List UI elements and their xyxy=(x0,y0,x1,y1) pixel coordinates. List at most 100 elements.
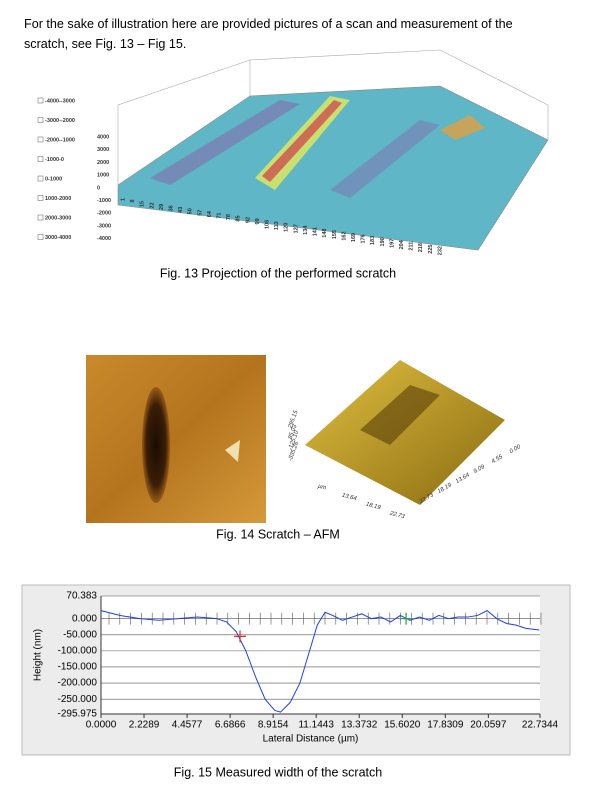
y-tick-label: -250.000 xyxy=(58,694,98,705)
x-tick-label: 57 xyxy=(197,210,203,216)
y-tick-label: -295.975 xyxy=(58,709,98,720)
x-tick-label: 13.3732 xyxy=(341,720,378,731)
legend-label: 3000-4000 xyxy=(45,235,71,241)
x-tick-label: 15.6020 xyxy=(384,720,421,731)
afm-3d xyxy=(305,360,505,505)
x-label: 13.64 xyxy=(341,493,358,503)
x-tick-label: 85 xyxy=(236,215,242,221)
x-tick-label: 162 xyxy=(341,231,347,240)
y-tick-label: 0.000 xyxy=(72,613,97,624)
legend-label: 2000-3000 xyxy=(45,215,71,221)
legend-label: 0-1000 xyxy=(45,176,62,182)
x-tick-label: 36 xyxy=(168,205,174,211)
x-tick-label: 141 xyxy=(313,227,319,236)
particle xyxy=(225,440,240,462)
y-tick-label: -50.000 xyxy=(63,629,97,640)
surface-3d xyxy=(117,49,549,251)
intro-text: For the sake of illustration here are pr… xyxy=(24,17,513,51)
x-tick-label: 22 xyxy=(149,202,155,208)
legend-label: -2000--1000 xyxy=(45,137,75,143)
x-tick-label: 17.8309 xyxy=(427,720,464,731)
legend-label: -4000--3000 xyxy=(45,98,75,104)
y-tick-label: -200.000 xyxy=(58,678,98,689)
x-tick-label: 176 xyxy=(361,234,367,243)
legend-swatch xyxy=(37,117,44,123)
y-tick-label: -100.000 xyxy=(58,646,98,657)
y-label: 0.00 xyxy=(509,444,523,455)
x-tick-label: 2.2289 xyxy=(129,720,160,731)
legend-swatch xyxy=(37,175,44,182)
z-tick-label: 1000 xyxy=(97,173,109,179)
z-tick-label: -3000 xyxy=(97,223,111,229)
x-label: 18.19 xyxy=(365,502,382,512)
x-tick-label: 71 xyxy=(217,213,223,219)
z-tick-label: -2000 xyxy=(97,211,111,217)
z-tick-label: 2000 xyxy=(97,160,109,166)
x-tick-label: 22.7344 xyxy=(522,720,559,731)
legend-swatch xyxy=(37,234,44,240)
x-tick-label: 4.4577 xyxy=(172,720,203,731)
legend-swatch xyxy=(37,214,44,221)
x-tick-label: 113 xyxy=(274,221,280,230)
x-tick-label: 232 xyxy=(437,246,443,255)
scratch-pit xyxy=(142,387,170,503)
y-axis-title: Height (nm) xyxy=(33,629,44,681)
afm-image xyxy=(86,355,266,523)
afm-3d-scratch xyxy=(360,385,440,445)
x-tick-label: 183 xyxy=(370,236,376,245)
x-tick-label: 78 xyxy=(226,214,232,220)
legend-swatch xyxy=(37,136,44,143)
legend-swatch xyxy=(37,97,44,104)
x-tick-label: 197 xyxy=(389,239,395,248)
legend-swatch xyxy=(37,195,44,201)
z-tick-label: 4000 xyxy=(97,134,109,140)
x-axis-title: Lateral Distance (µm) xyxy=(263,734,359,745)
fig13-labels: -4000--3000 -3000--2000 -2000--1000 -1000-0… xyxy=(37,97,443,255)
y-tick-label: 70.383 xyxy=(66,591,97,602)
profile-line xyxy=(100,610,540,713)
x-tick-label: 204 xyxy=(399,239,405,249)
x-tick-label: 92 xyxy=(245,217,251,223)
x-tick-label: 8 xyxy=(130,199,136,202)
y-tick-label: -150.000 xyxy=(58,662,98,673)
z-tick-label: -4000 xyxy=(97,236,111,242)
legend-label: -3000--2000 xyxy=(45,118,75,124)
x-tick-label: 120 xyxy=(284,223,290,232)
fig14-caption: Fig. 14 Scratch – AFM xyxy=(216,527,340,541)
marker xyxy=(400,612,413,625)
z-tick-label: -1000 xyxy=(97,198,111,204)
fig15-caption: Fig. 15 Measured width of the scratch xyxy=(174,765,382,779)
x-tick-label: 64 xyxy=(207,210,213,217)
z-tick-label: 3000 xyxy=(97,147,109,153)
z-label: 85.03 xyxy=(288,423,299,440)
x-tick-label: 225 xyxy=(428,245,434,254)
x-tick-label: 134 xyxy=(303,225,309,235)
x-tick-label: 1 xyxy=(120,198,126,201)
x-tick-label: 99 xyxy=(255,218,261,224)
x-label: µm xyxy=(317,484,327,492)
x-tick-label: 169 xyxy=(351,233,357,242)
x-tick-label: 50 xyxy=(188,208,194,214)
x-tick-label: 155 xyxy=(332,230,338,239)
x-tick-label: 11.1443 xyxy=(298,720,334,731)
x-tick-label: 127 xyxy=(293,224,299,233)
x-tick-label: 6.6866 xyxy=(215,720,246,731)
x-label: 22.73 xyxy=(388,510,406,520)
legend-label: 1000-2000 xyxy=(45,196,71,202)
legend-swatch xyxy=(37,156,44,162)
x-tick-label: 0.0000 xyxy=(86,720,117,731)
x-tick-label: 8.9154 xyxy=(258,720,289,731)
y-label: 9.09 xyxy=(473,464,487,475)
fig13-caption: Fig. 13 Projection of the performed scra… xyxy=(160,266,396,280)
plot-area xyxy=(101,596,540,714)
x-tick-label: 190 xyxy=(380,237,386,246)
x-tick-label: 106 xyxy=(265,220,271,229)
x-tick-label: 43 xyxy=(178,207,184,213)
marker xyxy=(234,630,247,643)
fig15-plot: 70.383 0.000 -50.000 -100.000 -150.000 -200.0… xyxy=(33,591,559,745)
x-tick-label: 211 xyxy=(409,242,415,251)
x-tick-label: 15 xyxy=(140,201,146,207)
z-tick-label: 0 xyxy=(97,185,100,191)
